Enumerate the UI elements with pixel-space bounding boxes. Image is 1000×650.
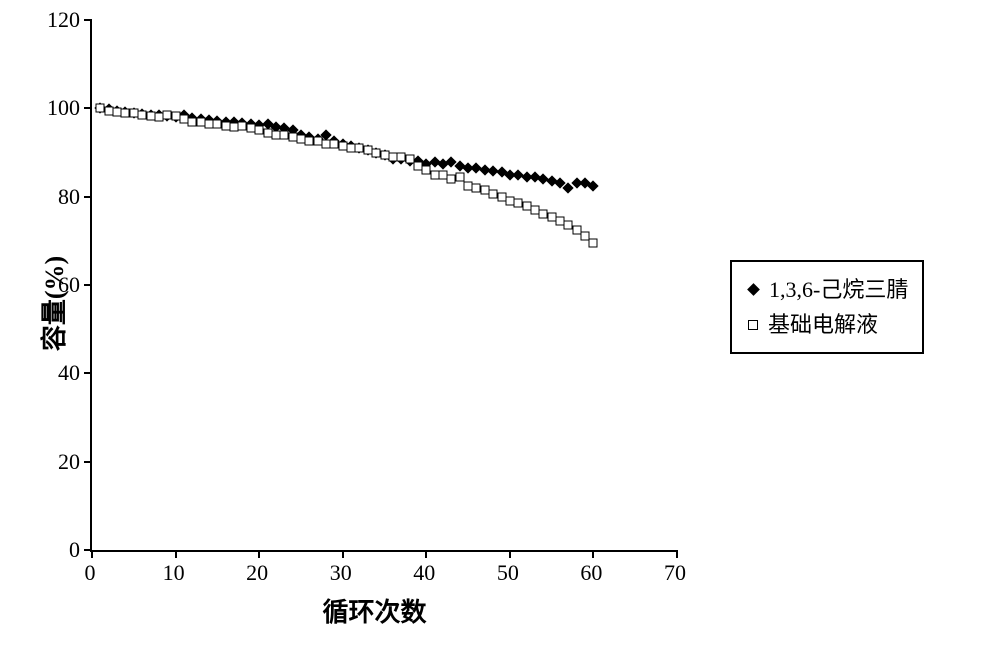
legend: 1,3,6-己烷三腈基础电解液: [730, 260, 924, 354]
data-point: [455, 172, 464, 181]
x-tick: [509, 550, 511, 558]
x-tick: [342, 550, 344, 558]
data-point: [589, 239, 598, 248]
chart-container: 容量(%) 循环次数 1,3,6-己烷三腈基础电解液 0204060801001…: [0, 0, 1000, 650]
x-axis-title: 循环次数: [323, 592, 427, 629]
x-tick-label: 20: [246, 560, 268, 586]
x-tick: [258, 550, 260, 558]
x-tick: [592, 550, 594, 558]
y-tick: [84, 372, 92, 374]
y-tick: [84, 196, 92, 198]
y-tick: [84, 19, 92, 21]
x-tick-label: 60: [580, 560, 602, 586]
legend-item: 1,3,6-己烷三腈: [746, 272, 908, 307]
diamond-marker-icon: [747, 283, 760, 296]
legend-label: 基础电解液: [768, 307, 878, 342]
y-tick-label: 40: [35, 360, 80, 386]
y-axis-title: 容量(%): [34, 256, 71, 351]
legend-label: 1,3,6-己烷三腈: [769, 272, 908, 307]
x-tick-label: 40: [413, 560, 435, 586]
x-tick: [425, 550, 427, 558]
x-tick-label: 10: [163, 560, 185, 586]
y-tick: [84, 107, 92, 109]
y-tick-label: 60: [35, 272, 80, 298]
x-tick: [91, 550, 93, 558]
x-tick: [676, 550, 678, 558]
x-tick-label: 30: [330, 560, 352, 586]
x-tick-label: 0: [85, 560, 96, 586]
plot-area: [90, 20, 677, 552]
square-marker-icon: [748, 320, 758, 330]
x-tick: [175, 550, 177, 558]
y-tick-label: 0: [35, 537, 80, 563]
legend-item: 基础电解液: [746, 307, 908, 342]
y-tick: [84, 284, 92, 286]
x-tick-label: 70: [664, 560, 686, 586]
y-tick-label: 80: [35, 184, 80, 210]
y-tick-label: 120: [35, 7, 80, 33]
y-tick-label: 100: [35, 95, 80, 121]
x-tick-label: 50: [497, 560, 519, 586]
y-tick: [84, 461, 92, 463]
y-tick-label: 20: [35, 449, 80, 475]
